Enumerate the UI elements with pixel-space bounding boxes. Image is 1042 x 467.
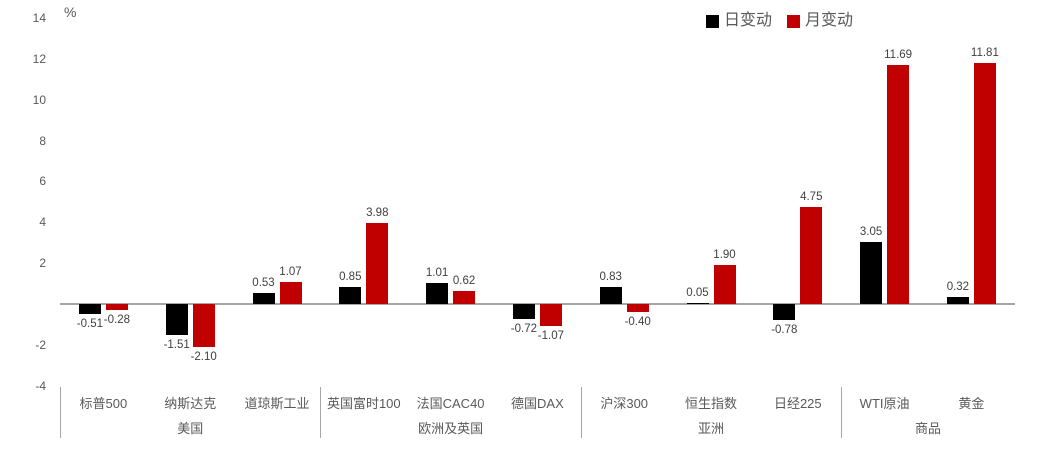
value-label: -0.28 bbox=[103, 313, 130, 326]
value-label: 3.98 bbox=[366, 206, 389, 219]
value-label: 1.07 bbox=[279, 266, 302, 279]
bar-monthly-7 bbox=[713, 265, 736, 304]
y-tick-label: 8 bbox=[39, 133, 46, 148]
bar-daily-8 bbox=[773, 304, 796, 320]
bar-monthly-10 bbox=[973, 62, 996, 304]
legend-item: 日变动 bbox=[706, 13, 772, 29]
value-label: 0.83 bbox=[599, 271, 622, 284]
category-label: 日经225 bbox=[773, 396, 822, 411]
category-label: 纳斯达克 bbox=[164, 396, 217, 411]
legend-label: 日变动 bbox=[724, 12, 773, 29]
bar-daily-4 bbox=[426, 283, 449, 304]
y-tick-label: 4 bbox=[39, 215, 46, 230]
bar-monthly-4 bbox=[453, 291, 476, 304]
bar-monthly-6 bbox=[626, 304, 649, 313]
value-label: 1.90 bbox=[713, 249, 736, 262]
value-label: -0.72 bbox=[510, 322, 537, 335]
y-axis-unit-label: % bbox=[64, 4, 77, 20]
y-tick-label: -2 bbox=[35, 337, 46, 352]
category-label: 沪深300 bbox=[600, 396, 649, 411]
value-label: 11.81 bbox=[970, 46, 999, 59]
bar-monthly-5 bbox=[539, 304, 562, 326]
group-label: 亚洲 bbox=[697, 421, 724, 436]
value-label: 0.53 bbox=[252, 277, 275, 290]
value-label: 0.85 bbox=[339, 270, 362, 283]
value-label: -2.10 bbox=[190, 350, 217, 363]
value-label: 1.01 bbox=[425, 267, 449, 280]
chart-legend: 日变动 月变动 bbox=[706, 13, 853, 29]
bar-daily-5 bbox=[512, 304, 535, 319]
bar-monthly-1 bbox=[192, 304, 215, 347]
legend-swatch-icon bbox=[706, 14, 719, 28]
bar-daily-7 bbox=[686, 302, 709, 304]
y-tick-label: -4 bbox=[35, 378, 46, 393]
group-label: 欧洲及英国 bbox=[418, 421, 484, 436]
value-label: 11.69 bbox=[884, 49, 913, 62]
legend-swatch-icon bbox=[787, 14, 801, 28]
category-label: 法国CAC40 bbox=[416, 396, 485, 411]
value-label: 3.05 bbox=[859, 225, 883, 238]
bar-monthly-3 bbox=[366, 222, 389, 304]
value-label: -0.51 bbox=[76, 318, 103, 331]
value-label: -0.40 bbox=[624, 316, 651, 329]
value-label: -1.07 bbox=[537, 329, 564, 342]
value-label: -0.78 bbox=[771, 323, 798, 336]
category-label: 英国富时100 bbox=[326, 396, 401, 411]
y-tick-label: 6 bbox=[39, 174, 46, 189]
bar-daily-6 bbox=[599, 287, 622, 304]
value-label: 4.75 bbox=[800, 191, 823, 203]
value-label: -1.51 bbox=[163, 338, 190, 351]
zero-axis-line bbox=[60, 303, 1015, 305]
bar-daily-2 bbox=[252, 293, 275, 304]
category-label: WTI原油 bbox=[859, 396, 910, 411]
y-tick-label: 2 bbox=[39, 256, 46, 271]
value-label: 0.32 bbox=[946, 281, 970, 294]
bar-daily-9 bbox=[860, 241, 883, 304]
y-tick-label: 10 bbox=[32, 92, 46, 107]
category-label: 黄金 bbox=[958, 396, 985, 411]
group-separator bbox=[841, 387, 843, 438]
category-label: 道琼斯工业 bbox=[244, 396, 310, 411]
category-label: 德国DAX bbox=[511, 396, 564, 411]
value-label: 0.05 bbox=[686, 286, 709, 299]
group-separator bbox=[320, 387, 322, 438]
bar-monthly-2 bbox=[279, 282, 302, 304]
group-label: 美国 bbox=[177, 421, 204, 436]
bar-daily-1 bbox=[165, 304, 188, 335]
y-tick-label: 14 bbox=[32, 11, 46, 26]
y-tick-label: 12 bbox=[32, 51, 46, 66]
bar-monthly-8 bbox=[800, 207, 823, 304]
legend-label: 月变动 bbox=[805, 12, 854, 29]
legend-item: 月变动 bbox=[787, 13, 853, 29]
bar-monthly-9 bbox=[887, 65, 910, 304]
group-label: 商品 bbox=[914, 421, 941, 436]
group-separator bbox=[60, 387, 61, 438]
value-label: 0.62 bbox=[452, 275, 476, 288]
group-separator bbox=[580, 387, 582, 438]
bar-daily-0 bbox=[78, 304, 101, 315]
category-label: 标普500 bbox=[79, 396, 128, 411]
bar-daily-10 bbox=[946, 297, 969, 304]
category-label: 恒生指数 bbox=[684, 396, 737, 411]
bar-monthly-0 bbox=[105, 304, 128, 310]
bar-daily-3 bbox=[339, 286, 362, 304]
